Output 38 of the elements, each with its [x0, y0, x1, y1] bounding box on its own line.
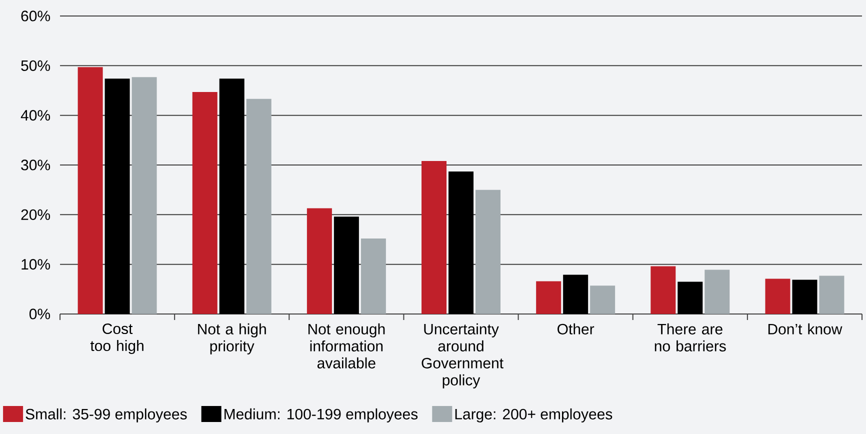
bar — [765, 278, 790, 314]
x-tick-label: Other — [558, 323, 594, 334]
x-tick-label: Don’t know — [768, 323, 842, 334]
bar — [360, 238, 386, 314]
legend-label: Medium: 100-199 employees — [224, 408, 418, 422]
x-tick-label: There are no barriers — [654, 323, 726, 352]
legend-label: Large: 200+ employees — [455, 408, 612, 422]
bar — [219, 78, 244, 314]
x-tick-label: Uncertainty around Government policy — [422, 323, 504, 388]
bar — [78, 67, 103, 314]
bar — [132, 77, 157, 314]
x-tick-label: Not enough information available — [308, 323, 385, 368]
x-tick-label: Cost too high — [90, 323, 144, 354]
bar — [422, 161, 447, 314]
y-tick-label: 50% — [21, 60, 50, 71]
legend-label: Small: 35-99 employees — [26, 408, 187, 422]
bar — [192, 92, 218, 314]
bar — [104, 78, 130, 314]
bar — [792, 280, 818, 314]
bar — [650, 266, 676, 314]
bar — [448, 171, 474, 314]
x-tick-label: Not a high priority — [198, 323, 266, 354]
bar — [246, 98, 272, 314]
bar — [819, 276, 844, 314]
y-tick-label: 0% — [29, 308, 50, 320]
bar — [476, 190, 500, 314]
y-tick-label: 40% — [20, 110, 50, 121]
y-tick-label: 20% — [21, 209, 50, 220]
bar — [678, 282, 703, 314]
bar — [334, 216, 359, 314]
bar — [563, 274, 588, 314]
bar — [704, 270, 730, 314]
bar — [536, 281, 562, 314]
bar — [590, 286, 616, 314]
bar — [306, 208, 332, 314]
y-tick-label: 10% — [22, 259, 50, 270]
y-tick-label: 60% — [21, 10, 50, 22]
y-tick-label: 30% — [21, 160, 50, 170]
